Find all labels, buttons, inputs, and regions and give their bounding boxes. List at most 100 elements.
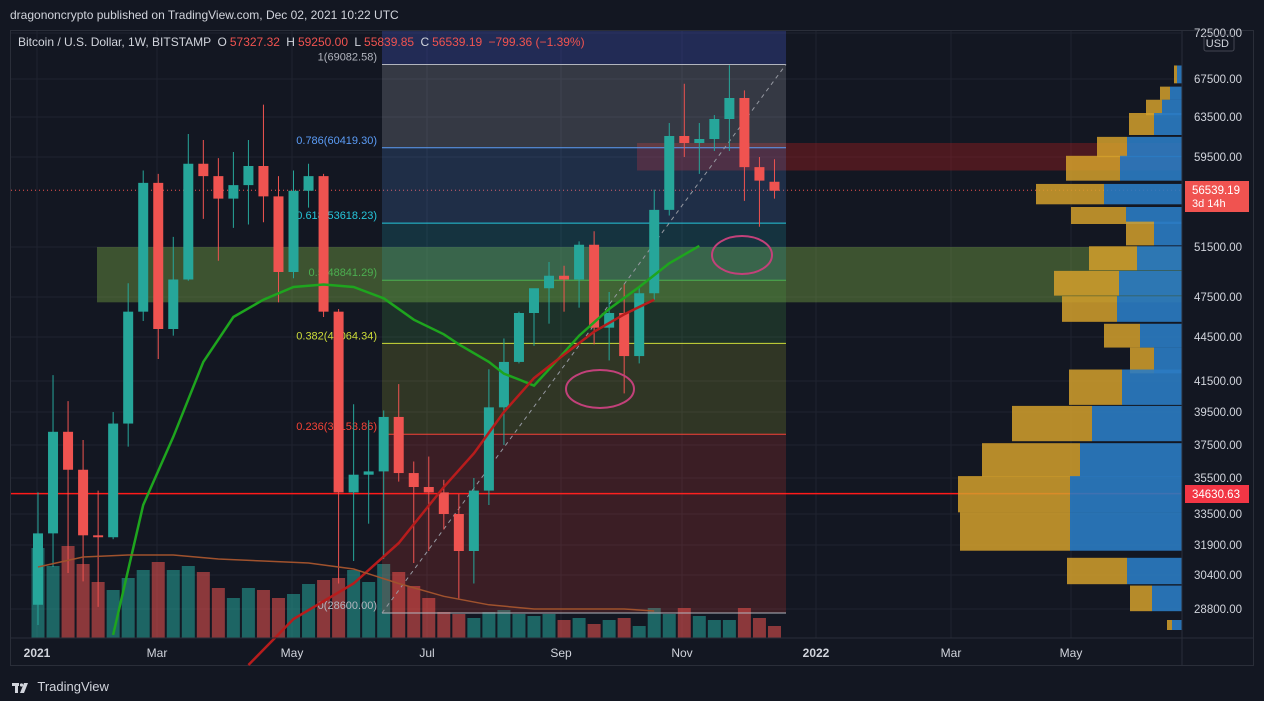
- candle-body: [528, 288, 539, 313]
- support-price-label: 34630.63: [1192, 489, 1240, 501]
- candle-body: [438, 492, 449, 514]
- legend-low-value: 55839.85: [364, 35, 415, 49]
- candle-body: [213, 176, 224, 199]
- candle-body: [63, 431, 74, 470]
- last-price-badge: [1185, 181, 1249, 212]
- volume-profile-down-bar: [1130, 585, 1152, 612]
- volume-profile-down-bar: [1066, 155, 1120, 181]
- volume-bar: [452, 614, 466, 638]
- volume-bar: [467, 618, 481, 638]
- volume-bar: [632, 626, 646, 638]
- volume-profile-down-bar: [1146, 99, 1162, 116]
- fib-band: [382, 434, 786, 613]
- time-tick-label: May: [281, 646, 304, 660]
- fib-trend-line: [381, 64, 787, 614]
- candle-body: [513, 313, 524, 362]
- volume-bar: [692, 616, 706, 638]
- volume-bar: [482, 612, 496, 638]
- volume-profile-down-bar: [1097, 136, 1127, 158]
- volume-profile-up-bar: [1104, 183, 1182, 205]
- price-tick-label: 72500.00: [1194, 28, 1242, 40]
- volume-bar: [662, 614, 676, 638]
- volume-bar: [527, 616, 541, 638]
- currency-label: USD: [1206, 38, 1229, 50]
- volume-bar: [241, 588, 255, 638]
- volume-bar: [317, 580, 331, 638]
- candle-body: [153, 182, 164, 329]
- moving-average-brown: [37, 554, 655, 612]
- volume-bar: [377, 564, 391, 638]
- candle-body: [243, 166, 254, 186]
- volume-profile-down-bar: [1069, 369, 1122, 405]
- price-axis-background: [1182, 31, 1253, 638]
- candle-body: [348, 474, 359, 493]
- time-tick-label: Mar: [941, 646, 962, 660]
- price-tick-label: 59500.00: [1194, 152, 1242, 164]
- volume-bar: [557, 620, 571, 638]
- volume-bar: [121, 578, 135, 638]
- legend-close-value: 56539.19: [432, 35, 483, 49]
- volume-bar: [287, 594, 301, 638]
- legend-open-value: 57327.32: [229, 35, 280, 49]
- volume-profile-up-bar: [1119, 270, 1182, 296]
- volume-profile-up-bar: [1137, 246, 1182, 271]
- last-price-label: 56539.19: [1192, 185, 1240, 197]
- volume-bar: [136, 570, 150, 638]
- tradingview-logo-icon: [12, 682, 28, 693]
- time-tick-label: May: [1060, 646, 1083, 660]
- price-tick-label: 35500.00: [1194, 473, 1242, 485]
- legend-change: −799.36 (−1.39%): [488, 35, 585, 49]
- volume-profile-up-bar: [1172, 620, 1182, 630]
- annotation-circle: [711, 235, 773, 275]
- candle-body: [108, 423, 119, 538]
- volume-profile-down-bar: [960, 512, 1070, 551]
- chart-area[interactable]: [10, 30, 1254, 666]
- candle-body: [333, 311, 344, 493]
- volume-bar: [437, 612, 451, 638]
- volume-bar: [587, 624, 601, 638]
- fib-band: [382, 147, 786, 224]
- fib-level-label: 1(69082.58): [318, 51, 377, 63]
- volume-profile-down-bar: [958, 476, 1070, 513]
- symbol-legend: Bitcoin / U.S. Dollar, 1W, BITSTAMP O 573…: [18, 35, 588, 49]
- volume-bar: [76, 564, 90, 638]
- candle-body: [619, 313, 630, 357]
- volume-bar: [707, 620, 721, 638]
- footer-brand: TradingView: [37, 679, 109, 694]
- price-tick-label: 41500.00: [1194, 376, 1242, 388]
- candle-body: [544, 275, 555, 289]
- volume-profile-up-bar: [1070, 476, 1182, 513]
- support-price-badge: [1185, 485, 1249, 503]
- currency-box: [1203, 34, 1235, 52]
- volume-profile-up-bar: [1126, 207, 1182, 224]
- candle-body: [33, 533, 43, 605]
- candle-body: [453, 514, 464, 551]
- published-line: dragononcrypto published on TradingView.…: [0, 0, 1264, 30]
- volume-profile-up-bar: [1177, 65, 1182, 84]
- volume-bar: [196, 572, 210, 638]
- candle-body: [318, 176, 329, 312]
- candle-body: [679, 136, 690, 143]
- volume-profile-up-bar: [1127, 557, 1182, 585]
- volume-bar: [497, 610, 511, 638]
- candle-body: [183, 163, 194, 280]
- candle-body: [709, 119, 720, 139]
- volume-bar: [91, 582, 105, 638]
- fib-level-label: 0.786(60419.30): [296, 135, 377, 147]
- fib-extension-band: [382, 31, 786, 65]
- volume-profile-up-bar: [1092, 405, 1182, 442]
- volume-profile-down-bar: [982, 443, 1080, 477]
- volume-bar: [61, 546, 75, 638]
- price-tick-label: 33500.00: [1194, 509, 1242, 521]
- volume-profile-up-bar: [1162, 99, 1182, 116]
- candle-body: [769, 181, 780, 191]
- time-tick-label: Mar: [147, 646, 168, 660]
- candle-body: [604, 313, 615, 328]
- legend-low-label: L: [354, 35, 362, 49]
- price-tick-label: 30400.00: [1194, 570, 1242, 582]
- candle-body: [664, 136, 675, 210]
- candle-body: [589, 244, 600, 328]
- volume-bar: [737, 608, 751, 638]
- candle-body: [363, 471, 374, 475]
